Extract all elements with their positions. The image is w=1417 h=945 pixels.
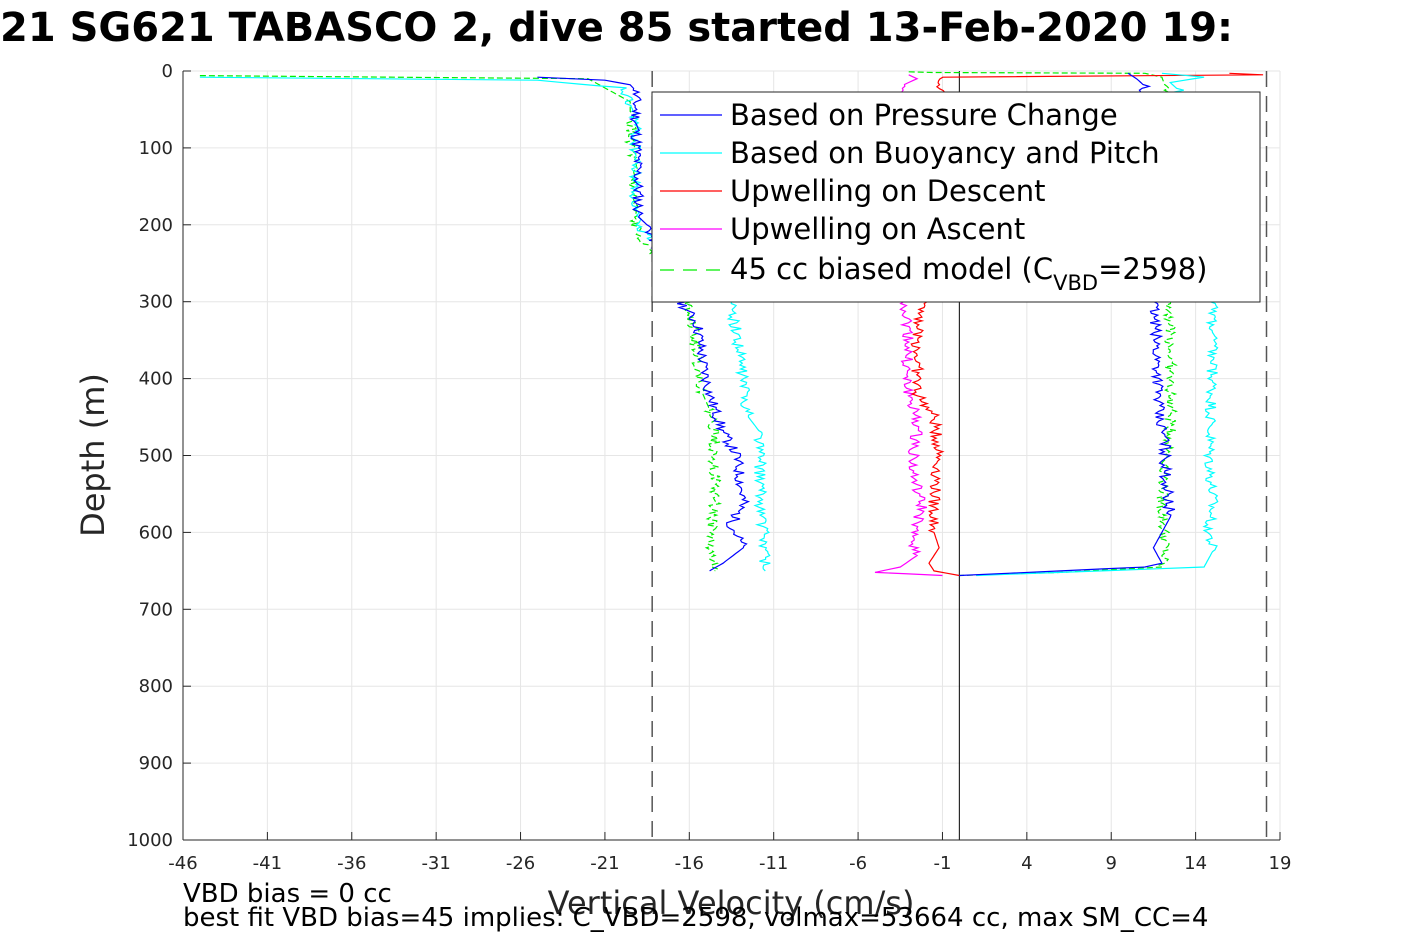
- tick-labels: -46 -41 -36 -31 -26 -21 -16 -11 -6 -1 4 9 14 19 0 100 20…: [127, 61, 1291, 874]
- x-tick-label: -11: [759, 853, 788, 874]
- x-tick-label: 4: [1021, 853, 1032, 874]
- legend: Based on Pressure Change Based on Buoyan…: [651, 91, 1261, 303]
- y-tick-label: 600: [139, 522, 173, 543]
- legend-label-biased-model-suffix: =2598): [1098, 252, 1207, 286]
- y-tick-label: 0: [162, 61, 173, 82]
- y-tick-label: 400: [139, 369, 173, 390]
- x-tick-label: -41: [253, 853, 282, 874]
- legend-label-upwelling-ascent: Upwelling on Ascent: [730, 212, 1025, 246]
- y-tick-label: 900: [139, 753, 173, 774]
- y-tick-label: 500: [139, 446, 173, 467]
- pressure-change-line-descent: [537, 76, 751, 572]
- y-tick-label: 300: [139, 292, 173, 313]
- x-tick-label: 19: [1269, 853, 1292, 874]
- x-axis-label: Vertical Velocity (cm/s): [548, 884, 915, 922]
- x-tick-label: -36: [337, 853, 366, 874]
- x-tick-label: -21: [590, 853, 619, 874]
- x-tick-label: -46: [168, 853, 197, 874]
- x-tick-label: -16: [675, 853, 704, 874]
- buoyancy-pitch-line-descent: [199, 76, 771, 572]
- y-tick-label: 100: [139, 138, 173, 159]
- legend-label-biased-model: 45 cc biased model (CVBD=2598): [730, 252, 1208, 295]
- legend-label-buoyancy: Based on Buoyancy and Pitch: [730, 136, 1160, 170]
- legend-label-upwelling-descent: Upwelling on Descent: [730, 174, 1046, 208]
- y-tick-label: 700: [139, 599, 173, 620]
- x-tick-label: -1: [933, 853, 951, 874]
- legend-box: [651, 91, 1261, 303]
- y-tick-label: 800: [139, 676, 173, 697]
- y-tick-label: 200: [139, 215, 173, 236]
- best-fit-note: best fit VBD bias=45 implies: C_VBD=2598…: [183, 903, 1209, 933]
- legend-label-biased-model-main: 45 cc biased model (C: [730, 252, 1053, 286]
- x-tick-label: 14: [1184, 853, 1207, 874]
- y-axis-label: Depth (m): [74, 373, 112, 537]
- y-tick-label: 1000: [127, 830, 173, 851]
- axes: [182, 70, 1281, 841]
- legend-label-biased-model-sub: VBD: [1053, 271, 1098, 295]
- x-tick-label: 9: [1106, 853, 1117, 874]
- chart-title: 21 SG621 TABASCO 2, dive 85 started 13-F…: [0, 5, 1234, 51]
- legend-label-pressure: Based on Pressure Change: [730, 98, 1118, 132]
- x-tick-label: -6: [849, 853, 867, 874]
- x-tick-label: -31: [421, 853, 450, 874]
- x-tick-label: -26: [506, 853, 535, 874]
- vbd-bias-note: VBD bias = 0 cc: [183, 879, 392, 909]
